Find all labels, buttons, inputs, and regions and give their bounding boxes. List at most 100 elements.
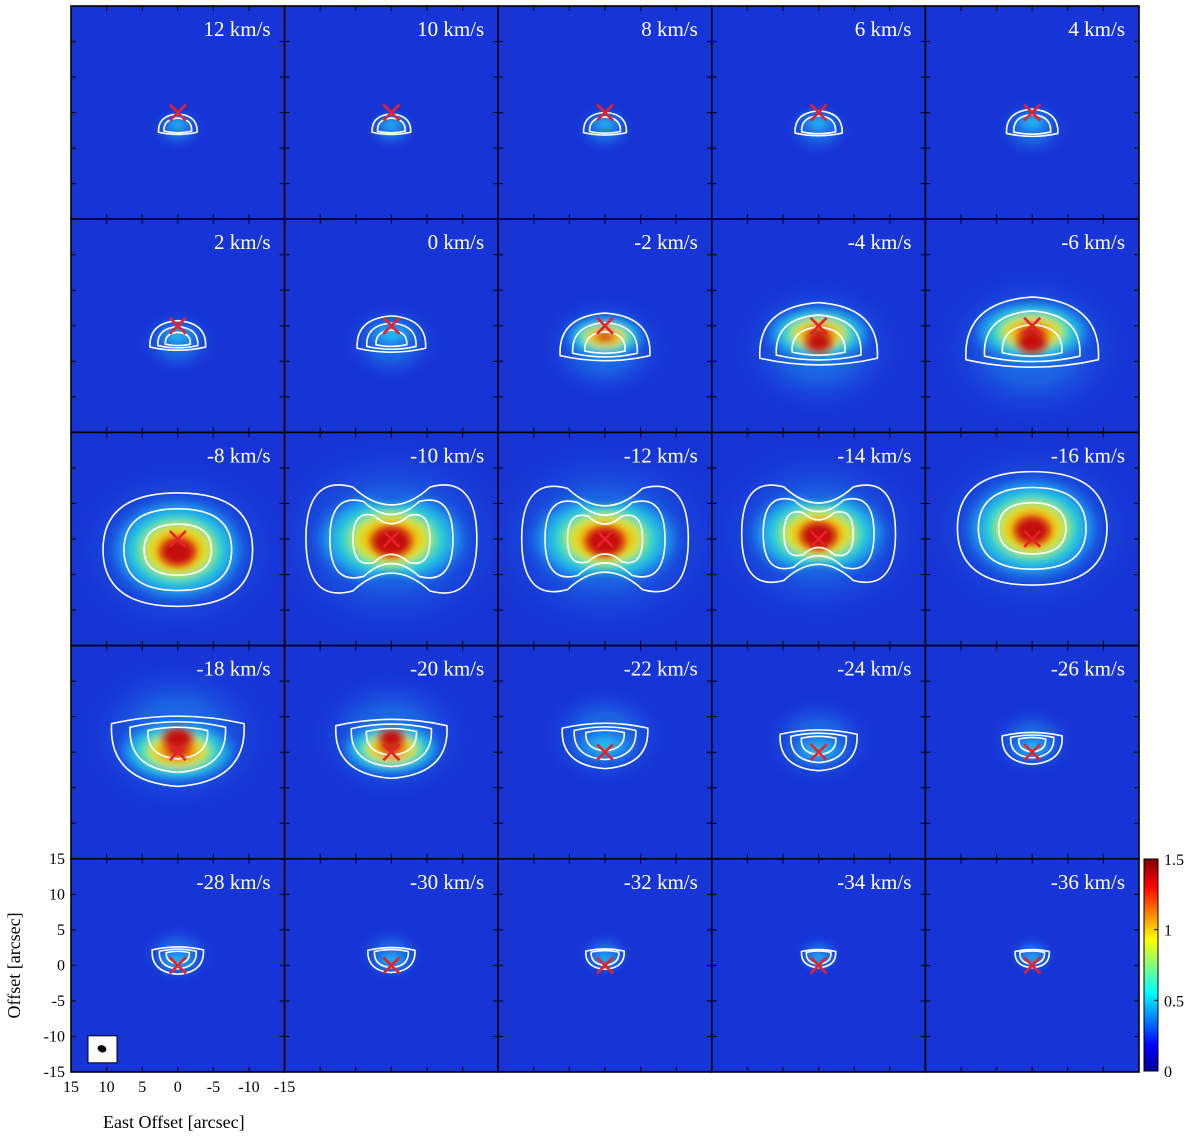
source-marker	[809, 103, 828, 122]
source-marker	[596, 743, 614, 762]
velocity-label: -20 km/s	[410, 657, 484, 681]
channel-panel: -10 km/s	[283, 431, 500, 647]
intensity-contour	[143, 523, 213, 576]
intensity-contour	[1017, 736, 1047, 753]
channel-panel: -16 km/s	[924, 431, 1140, 647]
intensity-contour	[800, 114, 837, 135]
intensity-contour	[584, 729, 626, 752]
intensity-contour	[997, 502, 1067, 555]
intensity-contour	[520, 485, 690, 593]
channel-panel: -32 km/s	[497, 857, 713, 1073]
intensity-contour	[584, 331, 626, 355]
intensity-contour	[977, 486, 1087, 570]
intensity-contour	[365, 727, 418, 756]
emission-blob	[795, 110, 843, 136]
emission-blob	[1015, 949, 1050, 968]
intensity-contour	[1019, 950, 1046, 965]
source-marker	[168, 530, 187, 548]
source-marker	[596, 103, 614, 122]
intensity-contour	[157, 113, 198, 136]
source-marker	[382, 743, 401, 762]
intensity-contour	[588, 116, 622, 135]
intensity-contour	[163, 117, 193, 134]
velocity-label: -8 km/s	[207, 443, 271, 467]
intensity-contour	[123, 508, 233, 592]
source-marker	[1023, 103, 1042, 122]
colorbar-tick-label: 0	[1164, 1064, 1172, 1081]
velocity-label: -28 km/s	[197, 870, 271, 894]
emission-blob	[560, 313, 650, 361]
intensity-contour	[805, 950, 832, 965]
x-tick-label: 0	[174, 1079, 182, 1096]
emission-peak	[805, 332, 832, 353]
intensity-contour	[783, 511, 855, 557]
y-tick-label: -10	[44, 1028, 65, 1045]
channel-panel: -12 km/s	[497, 431, 713, 647]
source-marker	[596, 316, 614, 335]
channel-panel: 0 km/s	[283, 218, 500, 434]
intensity-contour	[147, 726, 209, 760]
y-axis-title: Offset [arcsec]	[4, 912, 24, 1018]
intensity-contour	[561, 722, 649, 770]
velocity-label: 12 km/s	[204, 17, 271, 41]
intensity-contour	[983, 310, 1081, 363]
x-tick-label: -10	[238, 1079, 259, 1096]
emission-peak	[801, 523, 836, 550]
source-marker	[168, 316, 187, 335]
y-tick-label: -5	[52, 993, 65, 1010]
emission-peak	[163, 727, 193, 750]
intensity-contour	[1014, 948, 1051, 969]
intensity-contour	[335, 718, 448, 780]
intensity-contour	[544, 500, 666, 578]
intensity-contour	[571, 321, 639, 358]
source-marker	[382, 103, 401, 122]
emission-blob	[335, 719, 448, 779]
source-marker	[382, 956, 401, 975]
source-marker	[809, 316, 828, 335]
intensity-contour	[102, 492, 254, 608]
velocity-label: -30 km/s	[410, 870, 484, 894]
emission-blob	[801, 949, 836, 968]
emission-blob	[372, 114, 411, 135]
source-marker	[1023, 956, 1042, 975]
intensity-contour	[559, 312, 651, 362]
emission-blob	[585, 948, 625, 970]
source-marker	[596, 956, 614, 975]
beam-ellipse	[97, 1045, 107, 1053]
x-tick-label: -15	[274, 1079, 295, 1096]
y-tick-label: 15	[49, 851, 65, 868]
channel-panel: -30 km/s	[283, 857, 500, 1073]
channel-panel: -26 km/s	[924, 644, 1140, 860]
channel-panel: -2 km/s	[497, 218, 713, 434]
emission-blob	[1002, 732, 1063, 765]
velocity-label: -14 km/s	[837, 443, 911, 467]
intensity-contour	[350, 723, 433, 768]
channel-panel: 12 km/s	[70, 5, 286, 220]
velocity-label: -24 km/s	[837, 657, 911, 681]
y-tick-label: 0	[57, 957, 65, 974]
channel-panel: 8 km/s	[497, 5, 713, 220]
velocity-label: -34 km/s	[837, 870, 911, 894]
source-marker	[1023, 530, 1042, 548]
channel-panel: -36 km/s	[924, 857, 1140, 1073]
channel-panel: -14 km/s	[710, 431, 927, 647]
velocity-label: -16 km/s	[1051, 443, 1125, 467]
intensity-contour	[573, 726, 637, 761]
velocity-label: 2 km/s	[214, 230, 271, 254]
intensity-contour	[566, 514, 644, 564]
colorbar	[1143, 858, 1159, 1072]
emission-blob	[562, 723, 648, 769]
x-tick-label: 15	[63, 1079, 79, 1096]
y-tick-label: -15	[44, 1064, 65, 1081]
intensity-contour	[759, 301, 879, 366]
intensity-contour	[740, 484, 897, 584]
source-marker	[809, 530, 828, 548]
colorbar-tick-label: 1	[1164, 923, 1172, 940]
intensity-contour	[157, 325, 199, 349]
source-marker	[382, 530, 401, 548]
source-marker	[168, 743, 187, 762]
channel-panel: -8 km/s	[70, 431, 286, 647]
velocity-label: -18 km/s	[197, 657, 271, 681]
intensity-contour	[582, 111, 628, 136]
